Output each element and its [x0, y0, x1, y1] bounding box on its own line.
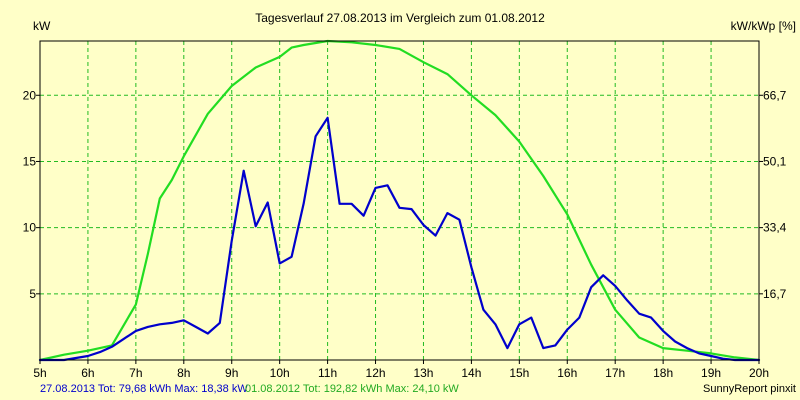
series-line-27.08.2013 [38, 116, 761, 362]
x-tick-label: 13h [413, 366, 433, 380]
x-tick-label: 6h [81, 366, 94, 380]
x-tick-label: 18h [653, 366, 673, 380]
axis-layer: 5h 6h 7h 8h 9h 10h 11h 12h 13h 14h 15h 16h 17h 18h 19h… [23, 40, 787, 380]
x-tick-label: 19h [701, 366, 721, 380]
series-line-01.08.2012 [38, 39, 761, 362]
y-tick-label-left: 5 [29, 287, 36, 301]
x-tick-label: 7h [129, 366, 142, 380]
y-tick-label-right: 50,1 [763, 154, 787, 168]
x-tick-label: 14h [461, 366, 481, 380]
series-layer [38, 39, 761, 362]
plot-frame [39, 40, 760, 361]
x-tick-label: 15h [509, 366, 529, 380]
x-tick-label: 10h [270, 366, 290, 380]
x-tick-label: 9h [225, 366, 238, 380]
credit-label: SunnyReport pinxit [703, 383, 796, 395]
y-tick-label-right: 66,7 [763, 88, 787, 102]
x-tick-label: 20h [749, 366, 769, 380]
chart-title: Tagesverlauf 27.08.2013 im Vergleich zum… [255, 11, 545, 25]
x-tick-label: 11h [318, 366, 337, 380]
y-tick-label-right: 33,4 [763, 221, 787, 235]
x-tick-label: 17h [605, 366, 625, 380]
x-tick-label: 16h [557, 366, 577, 380]
legend-entry-2012: 01.08.2012 Tot: 192,82 kWh Max: 24,10 kW [245, 383, 459, 395]
y-tick-label-right: 16,7 [763, 287, 787, 301]
legend-entry-2013: 27.08.2013 Tot: 79,68 kWh Max: 18,38 kW [40, 383, 248, 395]
grid-layer [40, 41, 759, 360]
y-axis-label-right: kW/kWp [%] [731, 19, 796, 33]
y-axis-label-left: kW [33, 19, 51, 33]
x-tick-label: 8h [177, 366, 190, 380]
label-layer: Tagesverlauf 27.08.2013 im Vergleich zum… [33, 11, 796, 395]
y-tick-label-left: 20 [23, 88, 37, 102]
y-tick-label-left: 10 [23, 221, 37, 235]
x-tick-label: 5h [33, 366, 46, 380]
x-tick-label: 12h [366, 366, 386, 380]
y-tick-label-left: 15 [23, 154, 37, 168]
